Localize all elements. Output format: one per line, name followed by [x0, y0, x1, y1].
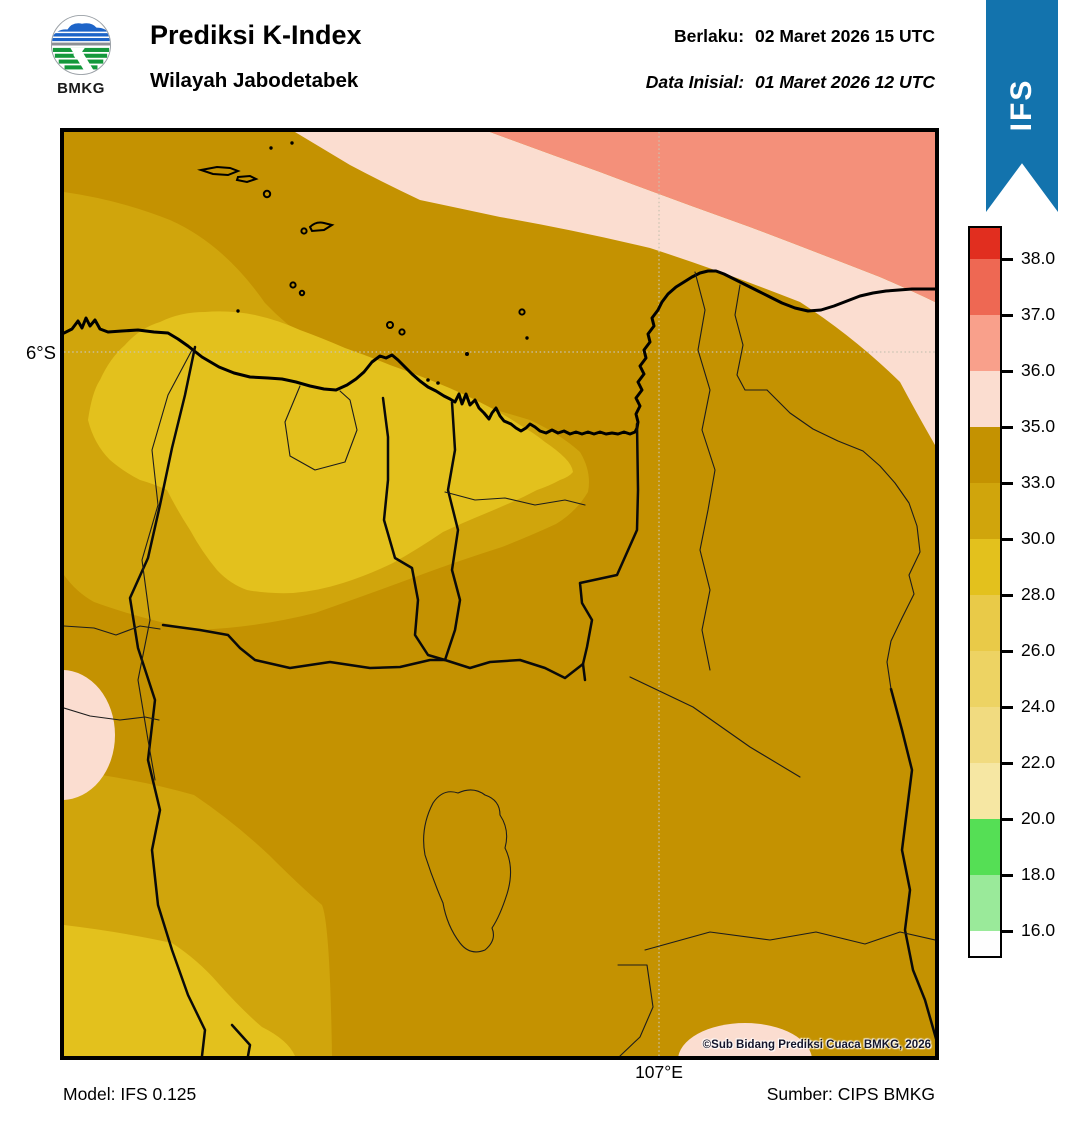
- legend-tick: [1002, 425, 1013, 429]
- legend-segment: [970, 651, 1000, 707]
- legend-tick-label: 26.0: [1021, 640, 1056, 660]
- legend-segment: [970, 931, 1000, 956]
- contour-region-35-36: [295, 132, 935, 445]
- islands: [197, 141, 529, 385]
- valid-time-value: 02 Maret 2026 15 UTC: [755, 26, 935, 46]
- legend-tick-label: 37.0: [1021, 304, 1056, 324]
- initial-time-line: Data Inisial: 01 Maret 2026 12 UTC: [646, 72, 935, 93]
- legend-tick-label: 18.0: [1021, 864, 1056, 884]
- legend-tick-label: 30.0: [1021, 528, 1056, 548]
- contour-region-28-30-corner: [64, 925, 295, 1056]
- legend-tick: [1002, 313, 1013, 317]
- legend-segment: [970, 259, 1000, 315]
- valid-time-label: Berlaku:: [674, 26, 745, 46]
- model-info: Model: IFS 0.125: [63, 1084, 197, 1104]
- logo-horizon: [51, 42, 111, 46]
- legend-segment: [970, 427, 1000, 483]
- color-scale-bar: [968, 226, 1002, 958]
- legend-segment: [970, 228, 1000, 259]
- legend-tick-label: 38.0: [1021, 248, 1056, 268]
- axis-label-longitude: 107°E: [635, 1062, 683, 1082]
- contour-region-35-36-south: [678, 1023, 812, 1056]
- legend-segment: [970, 595, 1000, 651]
- legend-tick: [1002, 817, 1013, 821]
- legend-tick: [1002, 257, 1013, 261]
- legend-tick: [1002, 649, 1013, 653]
- contour-region-36-37: [490, 132, 935, 302]
- legend-segment: [970, 539, 1000, 595]
- legend-tick: [1002, 593, 1013, 597]
- legend-segment: [970, 875, 1000, 931]
- page-title: Prediksi K-Index: [150, 20, 362, 50]
- admin-boundaries-thick: [128, 345, 935, 1056]
- admin-boundaries-thin: [64, 271, 935, 1056]
- legend-tick: [1002, 705, 1013, 709]
- legend-tick-label: 22.0: [1021, 752, 1056, 772]
- legend-tick-label: 36.0: [1021, 360, 1056, 380]
- initial-time-value: 01 Maret 2026 12 UTC: [755, 72, 935, 92]
- map-copyright: ©Sub Bidang Prediksi Cuaca BMKG, 2026: [702, 1039, 931, 1051]
- legend-tick: [1002, 873, 1013, 877]
- legend-tick-label: 24.0: [1021, 696, 1056, 716]
- color-scale-legend: 38.0 37.0 36.0 35.0 33.0 30.0 28.0 26.0 24.0 22.0…: [968, 226, 1072, 966]
- legend-tick-label: 28.0: [1021, 584, 1056, 604]
- legend-segment: [970, 371, 1000, 427]
- legend-segment: [970, 819, 1000, 875]
- contour-region-35-36-west: [64, 670, 115, 800]
- map-panel: ©Sub Bidang Prediksi Cuaca BMKG, 2026: [60, 128, 939, 1060]
- coastline: [64, 269, 935, 436]
- legend-tick-label: 20.0: [1021, 808, 1056, 828]
- valid-time-line: Berlaku: 02 Maret 2026 15 UTC: [674, 26, 935, 47]
- legend-tick: [1002, 929, 1013, 933]
- bmkg-logo-image: [50, 14, 112, 76]
- initial-time-label: Data Inisial:: [645, 72, 745, 92]
- legend-tick: [1002, 369, 1013, 373]
- legend-tick-label: 35.0: [1021, 416, 1056, 436]
- page-subtitle: Wilayah Jabodetabek: [150, 69, 359, 92]
- contour-region-28-30: [88, 311, 573, 594]
- model-ribbon-label: IFS: [1005, 78, 1038, 132]
- kindex-contour-map: [64, 132, 935, 1056]
- axis-label-latitude: 6°S: [25, 342, 56, 363]
- legend-segment: [970, 763, 1000, 819]
- bmkg-logo: BMKG: [50, 14, 112, 102]
- legend-segment: [970, 483, 1000, 539]
- legend-tick: [1002, 537, 1013, 541]
- legend-tick-label: 33.0: [1021, 472, 1056, 492]
- bmkg-logo-text: BMKG: [57, 80, 105, 97]
- legend-segment: [970, 707, 1000, 763]
- legend-tick-label: 16.0: [1021, 920, 1056, 940]
- model-ribbon: IFS: [986, 0, 1058, 212]
- legend-segment: [970, 315, 1000, 371]
- legend-tick: [1002, 481, 1013, 485]
- legend-tick: [1002, 761, 1013, 765]
- data-source-info: Sumber: CIPS BMKG: [766, 1084, 935, 1104]
